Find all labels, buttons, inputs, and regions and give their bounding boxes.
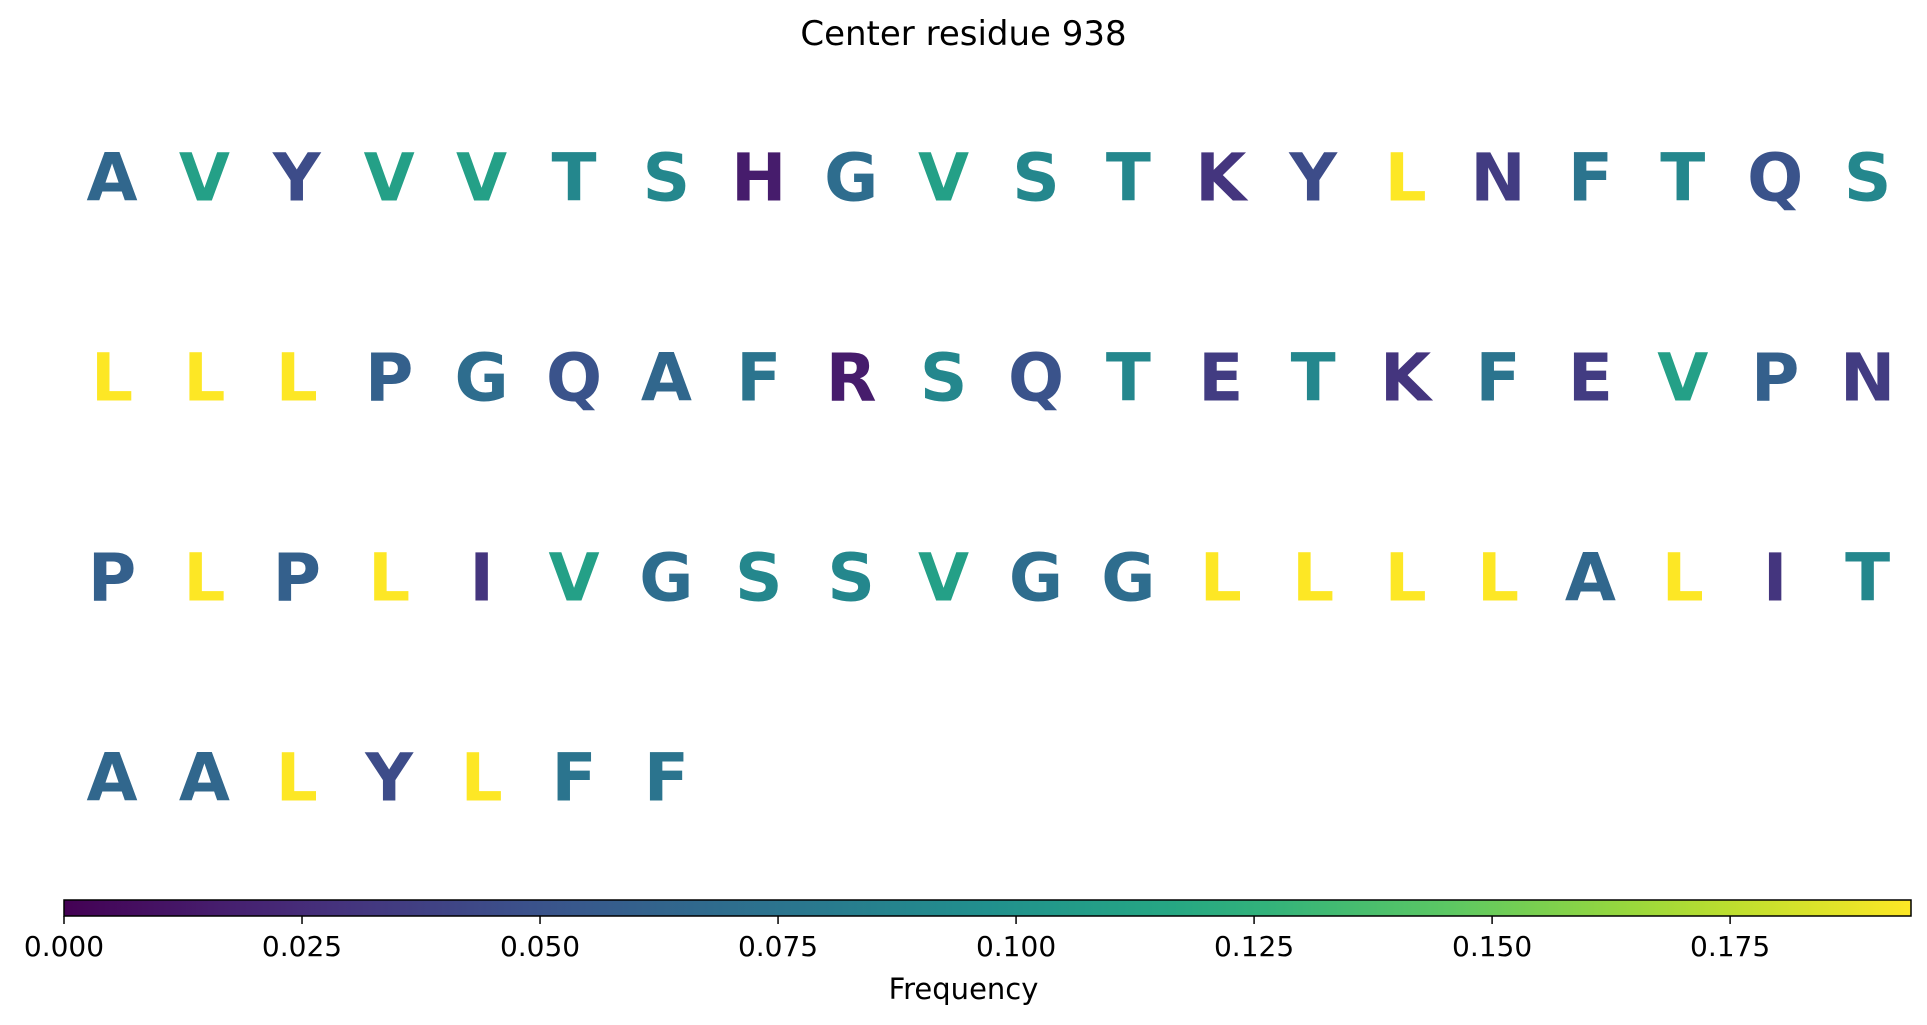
residue-letter: V bbox=[548, 540, 599, 617]
residue-letter: L bbox=[183, 540, 225, 617]
residue-letter: S bbox=[1012, 140, 1060, 217]
residue-letter: P bbox=[365, 340, 413, 417]
residue-letter: V bbox=[1657, 340, 1708, 417]
residue-letter: L bbox=[276, 740, 318, 817]
residue-letter-grid: A V Y V V T S H G V S T K Y L N F T Q SL L L P G Q A F R S Q T E T K F E V P N… bbox=[86, 140, 1895, 817]
residue-letter: Y bbox=[1288, 140, 1338, 217]
residue-letter: F bbox=[551, 740, 596, 817]
residue-letter: K bbox=[1380, 340, 1434, 417]
residue-letter: I bbox=[469, 540, 494, 617]
residue-letter: A bbox=[1565, 540, 1616, 617]
residue-letter: T bbox=[1106, 340, 1151, 417]
residue-letter: S bbox=[827, 540, 875, 617]
residue-letter: L bbox=[1385, 540, 1427, 617]
residue-letter: P bbox=[88, 540, 136, 617]
residue-letter: L bbox=[1200, 540, 1242, 617]
colorbar-tick-label: 0.125 bbox=[1214, 930, 1294, 963]
residue-letter: Q bbox=[1008, 340, 1064, 417]
residue-letter: T bbox=[1660, 140, 1705, 217]
residue-letter: T bbox=[1106, 140, 1151, 217]
residue-letter: L bbox=[1292, 540, 1334, 617]
colorbar-tick-label: 0.000 bbox=[24, 930, 104, 963]
residue-letter: S bbox=[643, 140, 691, 217]
residue-letter: V bbox=[456, 140, 507, 217]
colorbar-label: Frequency bbox=[888, 972, 1039, 1006]
residue-letter: V bbox=[918, 140, 969, 217]
residue-letter: S bbox=[920, 340, 968, 417]
residue-letter: L bbox=[1385, 140, 1427, 217]
chart-title: Center residue 938 bbox=[800, 14, 1127, 54]
residue-letter: Y bbox=[272, 140, 322, 217]
residue-letter: G bbox=[1009, 540, 1063, 617]
colorbar-tick-label: 0.050 bbox=[500, 930, 580, 963]
colorbar-tick-label: 0.025 bbox=[262, 930, 342, 963]
residue-letter: L bbox=[461, 740, 503, 817]
residue-letter: F bbox=[1475, 340, 1520, 417]
residue-letter: N bbox=[1470, 140, 1525, 217]
colorbar-tick-label: 0.075 bbox=[738, 930, 818, 963]
colorbar-gradient bbox=[63, 899, 1912, 917]
residue-letter: V bbox=[179, 140, 230, 217]
residue-letter: L bbox=[276, 340, 318, 417]
residue-letter: S bbox=[735, 540, 783, 617]
residue-letter: F bbox=[644, 740, 689, 817]
residue-letter: G bbox=[1101, 540, 1155, 617]
residue-letter: Y bbox=[364, 740, 414, 817]
residue-letter: L bbox=[1477, 540, 1519, 617]
residue-letter: A bbox=[179, 740, 230, 817]
residue-letter: P bbox=[273, 540, 321, 617]
residue-letter: I bbox=[1763, 540, 1788, 617]
residue-letter: L bbox=[368, 540, 410, 617]
residue-letter: K bbox=[1195, 140, 1249, 217]
colorbar-tick-label: 0.175 bbox=[1690, 930, 1770, 963]
residue-letter: F bbox=[1568, 140, 1613, 217]
residue-letter: T bbox=[1291, 340, 1336, 417]
residue-letter: L bbox=[183, 340, 225, 417]
residue-letter: T bbox=[551, 140, 596, 217]
residue-letter: E bbox=[1198, 340, 1243, 417]
residue-letter: L bbox=[1662, 540, 1704, 617]
residue-letter: T bbox=[1845, 540, 1890, 617]
colorbar-tick-label: 0.100 bbox=[976, 930, 1056, 963]
residue-letter: N bbox=[1840, 340, 1895, 417]
residue-letter: F bbox=[736, 340, 781, 417]
residue-letter: G bbox=[455, 340, 509, 417]
colorbar-tick-label: 0.150 bbox=[1452, 930, 1532, 963]
residue-letter: P bbox=[1751, 340, 1799, 417]
residue-letter: A bbox=[86, 740, 137, 817]
residue-letter: R bbox=[826, 340, 877, 417]
residue-letter: V bbox=[918, 540, 969, 617]
residue-letter: H bbox=[731, 140, 786, 217]
residue-letter: Q bbox=[546, 340, 602, 417]
residue-letter: G bbox=[824, 140, 878, 217]
residue-letter: G bbox=[639, 540, 693, 617]
residue-letter: E bbox=[1568, 340, 1613, 417]
residue-letter: A bbox=[641, 340, 692, 417]
residue-letter: A bbox=[86, 140, 137, 217]
residue-letter: V bbox=[364, 140, 415, 217]
residue-letter: S bbox=[1844, 140, 1892, 217]
residue-letter: Q bbox=[1747, 140, 1803, 217]
residue-letter: L bbox=[91, 340, 133, 417]
